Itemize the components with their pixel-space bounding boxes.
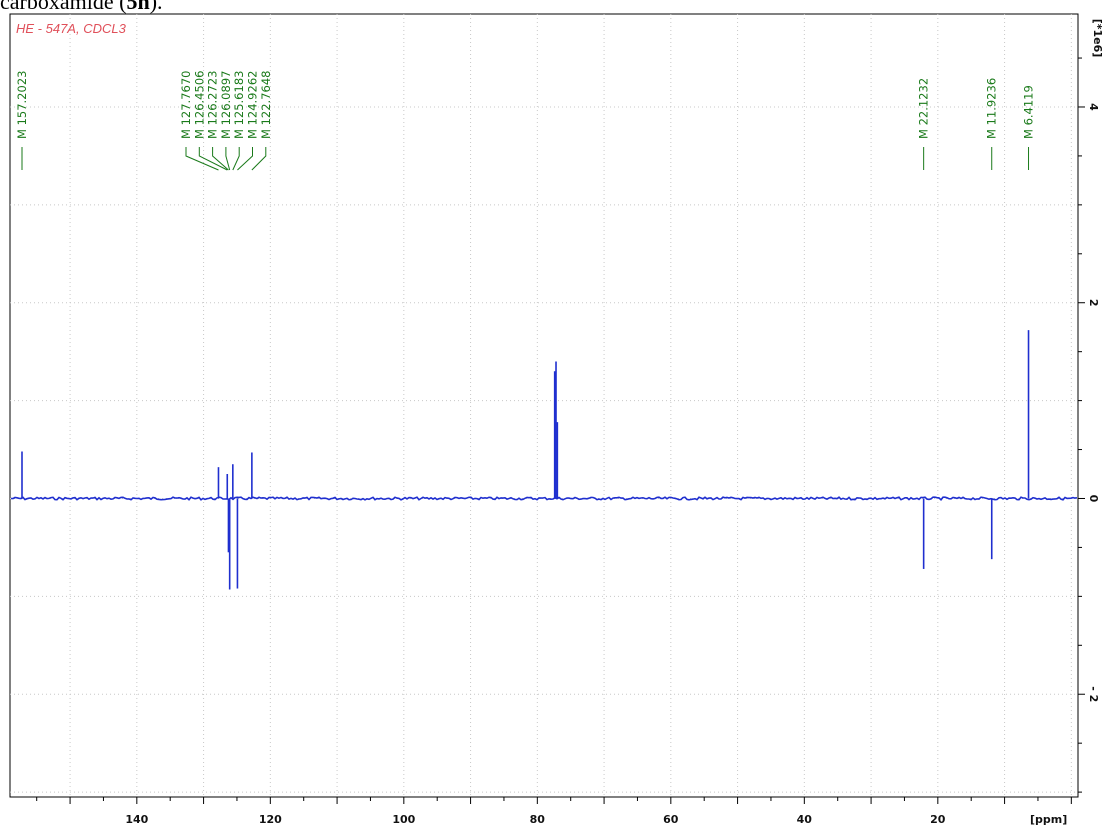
spectrum-baseline (10, 496, 1078, 501)
x-tick-label: 140 (125, 813, 148, 826)
spectrum-trace (10, 330, 1078, 590)
caption-suffix: ). (149, 0, 163, 14)
x-tick-label: 40 (797, 813, 813, 826)
peak-label-leader (251, 147, 267, 171)
sample-title: HE - 547A, CDCL3 (16, 21, 127, 36)
y-tick-label: 2 (1087, 299, 1100, 307)
caption-text: carboxamide ( (0, 0, 127, 14)
peak-label-leader (212, 147, 229, 171)
y-tick-label: - 2 (1087, 686, 1100, 702)
peak-label-leader (198, 147, 228, 171)
peak-label: M 122.7648 (259, 71, 273, 139)
x-axis-unit-label: [ppm] (1030, 813, 1067, 826)
peak-label: M 11.9236 (985, 78, 999, 139)
peak-label: M 126.4506 (192, 71, 206, 139)
x-tick-label: 100 (392, 813, 415, 826)
caption-compound-id: 5h (126, 0, 150, 14)
peak-label: M 6.4119 (1022, 85, 1036, 139)
peak-label: M 126.2723 (206, 71, 220, 139)
peak-label: M 22.1232 (917, 78, 931, 139)
peak-label: M 125.6183 (232, 71, 246, 139)
grid-lines (10, 14, 1078, 797)
peak-label-leader (225, 147, 231, 171)
x-tick-label: 120 (259, 813, 282, 826)
peak-label: M 127.7670 (179, 71, 193, 139)
peak-label-leader (232, 147, 240, 171)
figure-caption: carboxamide (5h). (0, 0, 163, 13)
peak-label: M 126.0897 (219, 71, 233, 139)
peak-label-leader (185, 147, 219, 171)
peak-label: M 124.9262 (246, 71, 260, 139)
peak-labels: M 157.2023 M 127.7670 M 126.4506 M 126.2723… (15, 71, 1036, 171)
plot-frame (9, 13, 1079, 798)
peak-label-leader (237, 147, 253, 171)
x-tick-label: 60 (663, 813, 679, 826)
peak-label: M 157.2023 (15, 71, 29, 139)
y-axis: 4 2 0 - 2 (1078, 57, 1100, 793)
y-axis-unit-label: [*1e6] (1091, 19, 1104, 58)
x-tick-label: 20 (930, 813, 946, 826)
x-tick-label: 80 (530, 813, 546, 826)
y-tick-label: 0 (1087, 495, 1100, 503)
x-axis: 140 120 100 80 60 40 20 (36, 797, 1072, 826)
y-tick-label: 4 (1087, 103, 1100, 111)
